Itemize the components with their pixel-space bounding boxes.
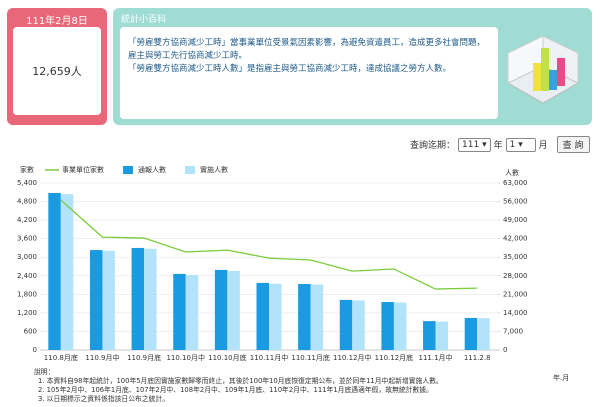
bar <box>102 250 115 350</box>
y-tick-label: 4,200 <box>17 216 37 224</box>
x-tick-label: 111.2.8 <box>464 354 491 362</box>
icon <box>506 35 580 104</box>
y2-tick-label: 21,000 <box>503 290 528 298</box>
bar <box>256 282 269 350</box>
bar <box>298 283 311 350</box>
x-tick-label: 110.9月中 <box>85 353 119 362</box>
bar <box>435 321 449 350</box>
info-card: 統計小百科 「勞雇雙方協商減少工時」當事業單位受景氣因素影響，為避免資遣員工，造… <box>113 8 592 125</box>
notes: 說明： 1. 本資料自98年起統計，100年5月底因實施家數歸零而終止，其後於1… <box>34 368 443 404</box>
date-card: 111年2月8日 12,659人 <box>7 8 107 125</box>
y-tick-label: 1,800 <box>17 290 37 298</box>
y-tick-label: 4,800 <box>17 198 37 206</box>
info-title: 統計小百科 <box>121 15 167 25</box>
y-tick-label: 0 <box>33 346 37 354</box>
query-bar: 查詢迄期： 111 ▾ 年 1 ▾ 月 查 詢 <box>410 136 590 153</box>
year-select[interactable]: 111 ▾ <box>458 137 491 152</box>
bar <box>464 317 478 350</box>
bar <box>269 283 282 350</box>
bar <box>339 299 353 350</box>
x-tick-label: 110.10月中 <box>166 353 205 362</box>
month-unit: 月 <box>538 141 548 151</box>
bar <box>89 250 103 350</box>
bar <box>477 318 490 350</box>
y-tick-label: 2,400 <box>17 272 37 280</box>
note: 3. 以日期標示之資料係指該日公布之統計。 <box>38 395 169 403</box>
year-unit: 年 <box>493 141 503 151</box>
y2-tick-label: 0 <box>503 346 507 354</box>
bar <box>227 271 240 350</box>
y2-axis-title: 人數 <box>505 168 519 177</box>
bar <box>310 284 324 350</box>
date: 111年2月8日 <box>26 16 88 27</box>
month-select[interactable]: 1 ▾ <box>505 137 536 152</box>
legend-swatch <box>185 166 195 174</box>
x-tick-label: 110.11月底 <box>291 353 330 362</box>
y-tick-label: 5,400 <box>17 179 37 187</box>
y2-tick-label: 49,000 <box>503 216 528 224</box>
x-axis-title: 年.月 <box>553 373 569 382</box>
bar <box>352 300 365 350</box>
bar <box>381 302 394 350</box>
y-tick-label: 3,000 <box>17 253 37 261</box>
note: 2. 105年2月中、106年1月底、107年2月中、108年2月中、109年1… <box>38 386 433 394</box>
legend-label: 通報人數 <box>138 165 166 174</box>
x-tick-label: 110.9月底 <box>127 353 161 362</box>
info-text: 「勞雇雙方協商減少工時人數」是指雇主與勞工協商減少工時，達成協議之勞方人數。 <box>128 64 452 74</box>
bar <box>393 302 407 350</box>
y2-tick-label: 28,000 <box>503 272 528 280</box>
legend-label: 事業單位家數 <box>62 165 104 174</box>
y2-tick-label: 14,000 <box>503 309 528 317</box>
year-value: 111 <box>462 139 480 150</box>
x-tick-label: 110.12月中 <box>333 353 372 362</box>
bar <box>131 247 145 350</box>
x-tick-label: 110.12月底 <box>375 353 414 362</box>
y-axis-title: 家數 <box>20 165 34 174</box>
note: 1. 本資料自98年起統計，100年5月底因實施家數歸零而終止，其後於100年1… <box>38 377 443 385</box>
y2-tick-label: 63,000 <box>503 179 528 187</box>
bar <box>60 194 74 350</box>
count: 12,659人 <box>13 27 101 115</box>
bar <box>423 321 436 350</box>
bar <box>185 274 199 350</box>
bar <box>214 269 228 350</box>
bar <box>48 192 61 350</box>
query-button[interactable]: 查 詢 <box>556 136 590 153</box>
line <box>60 199 478 290</box>
info-box: 「勞雇雙方協商減少工時」當事業單位受景氣因素影響，為避免資遣員工，造成更多社會問… <box>120 27 498 119</box>
y-tick-label: 1,200 <box>17 309 37 317</box>
y2-tick-label: 35,000 <box>503 253 528 261</box>
y-tick-label: 600 <box>24 327 37 335</box>
x-tick-label: 110.10月底 <box>208 353 247 362</box>
query-label: 查詢迄期： <box>410 141 456 151</box>
legend-label: 實施人數 <box>200 165 228 174</box>
x-tick-label: 110.11月中 <box>250 353 289 362</box>
month-value: 1 <box>509 139 516 150</box>
bar <box>173 273 186 350</box>
y-tick-label: 3,600 <box>17 235 37 243</box>
y2-tick-label: 7,000 <box>503 327 523 335</box>
y2-tick-label: 56,000 <box>503 198 528 206</box>
info-text: 「勞雇雙方協商減少工時」當事業單位受景氣因素影響，為避免資遣員工，造成更多社會問… <box>128 38 486 61</box>
y2-tick-label: 42,000 <box>503 235 528 243</box>
bar <box>144 248 157 350</box>
x-tick-label: 111.1月中 <box>419 353 453 362</box>
notes-title: 說明： <box>34 368 55 376</box>
legend-swatch <box>123 166 133 174</box>
x-tick-label: 110.8月底 <box>44 353 78 362</box>
